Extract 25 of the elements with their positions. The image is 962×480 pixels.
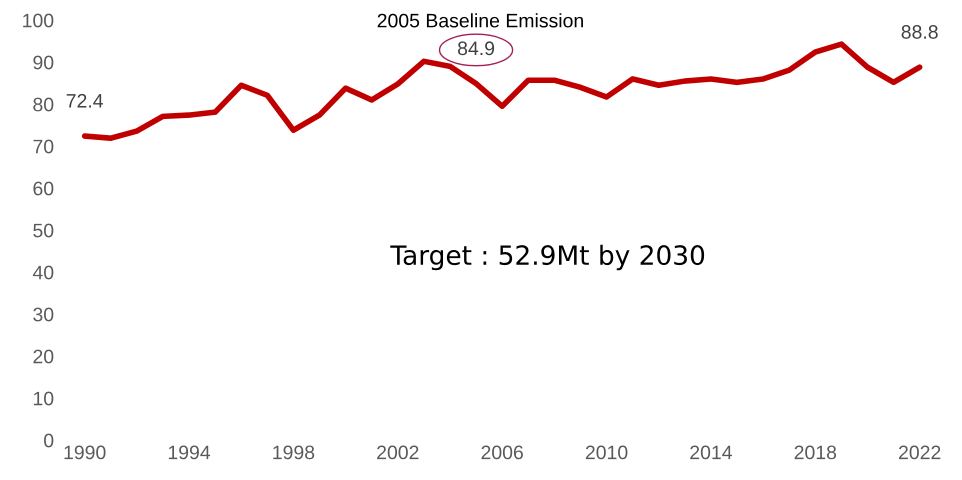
annotation: Target : 52.9Mt by 2030 (390, 244, 704, 270)
x-tick-label: 1994 (168, 446, 210, 460)
data-label: 84.9 (458, 41, 494, 56)
y-tick-label: 90 (33, 56, 54, 70)
y-tick-label: 60 (33, 182, 54, 196)
y-tick-label: 0 (44, 434, 54, 448)
data-label: 88.8 (902, 25, 938, 39)
x-tick-label: 2022 (899, 446, 940, 460)
y-tick-label: 80 (33, 98, 54, 112)
x-tick-label: 2006 (482, 446, 523, 460)
y-tick-label: 70 (33, 140, 54, 154)
annotation: 2005 Baseline Emission (378, 13, 583, 28)
x-tick-label: 2014 (690, 446, 732, 460)
y-tick-label: 100 (23, 14, 54, 28)
x-tick-label: 1990 (64, 446, 106, 460)
y-tick-label: 40 (32, 266, 54, 280)
x-tick-label: 2018 (794, 446, 836, 460)
y-tick-label: 10 (34, 392, 54, 406)
y-tick-label: 30 (33, 308, 54, 322)
x-tick-label: 1998 (273, 446, 314, 460)
x-tick-label: 2010 (586, 446, 628, 460)
data-label: 72.4 (66, 94, 104, 108)
y-tick-label: 50 (33, 224, 54, 238)
y-tick-label: 20 (33, 350, 54, 364)
x-tick-label: 2002 (377, 446, 418, 460)
